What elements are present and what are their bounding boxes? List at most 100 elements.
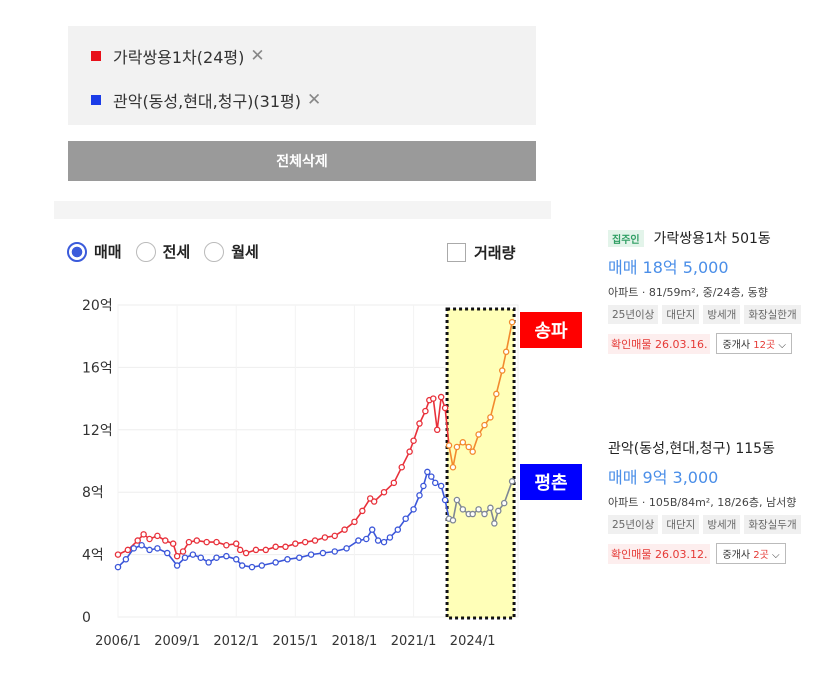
data-point bbox=[469, 448, 476, 455]
data-point bbox=[459, 439, 467, 446]
listing-tag: 25년이상 bbox=[608, 305, 659, 324]
data-point bbox=[495, 507, 502, 515]
data-point bbox=[189, 551, 197, 558]
radio-jeonse[interactable]: 전세 bbox=[135, 241, 191, 262]
close-icon[interactable]: ✕ bbox=[306, 90, 322, 110]
y-tick-label: 16억 bbox=[82, 360, 113, 376]
data-point bbox=[498, 367, 506, 374]
data-point bbox=[173, 552, 181, 560]
data-point bbox=[296, 554, 303, 561]
data-point bbox=[272, 559, 279, 566]
data-point bbox=[154, 545, 161, 552]
data-point bbox=[252, 546, 260, 554]
radio-monthly-rent[interactable]: 월세 bbox=[204, 241, 259, 262]
data-point bbox=[343, 545, 350, 552]
data-point bbox=[213, 538, 220, 546]
agent-prefix: 중개사 bbox=[722, 340, 754, 351]
listing-tag: 방세개 bbox=[703, 305, 741, 324]
data-point bbox=[292, 540, 299, 547]
listing-tags: 25년이상 대단지 방세개 화장실두개 bbox=[608, 515, 805, 534]
x-tick-label: 2006/1 bbox=[95, 634, 141, 649]
data-point bbox=[398, 463, 405, 471]
confirm-row: 확인매물 26.03.16. 중개사 12곳 ⌵ bbox=[608, 333, 805, 354]
data-point bbox=[185, 538, 193, 546]
data-point bbox=[487, 414, 494, 421]
listing-tag: 대단지 bbox=[662, 515, 700, 534]
listing-tag: 화장실한개 bbox=[744, 305, 801, 324]
volume-checkbox[interactable] bbox=[447, 243, 466, 262]
data-point bbox=[114, 563, 122, 571]
data-point bbox=[406, 448, 413, 455]
data-point bbox=[422, 407, 429, 415]
data-point bbox=[433, 426, 441, 434]
agent-count: 12곳 bbox=[753, 340, 776, 351]
agent-dropdown-button[interactable]: 중개사 2곳 ⌵ bbox=[716, 543, 786, 564]
data-point bbox=[491, 520, 498, 527]
radio-label: 전세 bbox=[162, 243, 191, 261]
trade-type-radio-group: 매매 전세 월세 bbox=[67, 241, 273, 262]
data-point bbox=[301, 538, 309, 546]
data-point bbox=[351, 518, 358, 526]
data-point bbox=[355, 537, 362, 544]
listing-spec: 아파트 · 81/59m², 중/24층, 동향 bbox=[608, 286, 768, 299]
data-point bbox=[487, 504, 494, 512]
data-point bbox=[223, 541, 230, 549]
region-label-songpa: 송파 bbox=[520, 312, 582, 348]
listing-card[interactable]: 집주인 가락쌍용1차 501동 매매 18억 5,000 아파트 · 81/59… bbox=[608, 228, 805, 354]
data-point bbox=[380, 538, 388, 546]
radio-label: 월세 bbox=[231, 243, 259, 261]
data-point bbox=[236, 546, 244, 554]
data-point bbox=[370, 498, 378, 505]
data-point bbox=[437, 393, 445, 401]
data-point bbox=[331, 548, 338, 555]
agent-dropdown-button[interactable]: 중개사 12곳 ⌵ bbox=[716, 333, 792, 354]
data-point bbox=[122, 556, 130, 563]
data-point bbox=[173, 562, 181, 569]
data-point bbox=[420, 482, 427, 490]
volume-toggle[interactable]: 거래량 bbox=[447, 242, 515, 263]
listing-tag: 방세개 bbox=[703, 515, 741, 534]
x-tick-label: 2012/1 bbox=[213, 634, 259, 649]
y-tick-label: 4억 bbox=[82, 548, 104, 564]
close-icon[interactable]: ✕ bbox=[250, 46, 265, 66]
data-point bbox=[146, 546, 153, 554]
data-point bbox=[481, 421, 488, 429]
listing-card[interactable]: 관악(동성,현대,청구) 115동 매매 9억 3,000 아파트 · 105B… bbox=[608, 438, 805, 564]
data-point bbox=[284, 556, 291, 563]
data-point bbox=[258, 562, 266, 569]
chevron-down-icon: ⌵ bbox=[775, 340, 786, 351]
data-point bbox=[368, 526, 376, 533]
data-point bbox=[449, 517, 457, 524]
data-point bbox=[424, 468, 431, 476]
data-point bbox=[223, 552, 230, 560]
listing-tag: 화장실두개 bbox=[744, 515, 801, 534]
data-point bbox=[197, 554, 205, 561]
data-point bbox=[205, 559, 212, 566]
data-point bbox=[502, 348, 510, 356]
agent-count: 2곳 bbox=[753, 550, 769, 561]
confirm-badge: 확인매물 26.03.16. bbox=[608, 333, 711, 354]
data-point bbox=[162, 537, 169, 544]
radio-selected-icon[interactable] bbox=[67, 241, 87, 262]
data-point bbox=[508, 318, 516, 326]
data-point bbox=[469, 510, 476, 518]
listing-title: 관악(동성,현대,청구) 115동 bbox=[608, 441, 775, 457]
filter-chip-label: 관악(동성,현대,청구)(31평) bbox=[113, 92, 301, 111]
data-point bbox=[402, 515, 409, 522]
x-tick-label: 2015/1 bbox=[272, 634, 318, 649]
data-point bbox=[445, 442, 453, 449]
data-point bbox=[272, 543, 279, 551]
filter-chip-pyeongchon: 관악(동성,현대,청구)(31평) ✕ bbox=[91, 88, 321, 112]
radio-unselected-icon[interactable] bbox=[204, 241, 225, 262]
region-label-pyeongchon: 평촌 bbox=[520, 464, 582, 500]
data-point bbox=[465, 443, 472, 451]
data-point bbox=[386, 534, 394, 541]
data-point bbox=[169, 540, 177, 547]
data-point bbox=[475, 431, 482, 438]
x-tick-label: 2021/1 bbox=[391, 634, 437, 649]
delete-all-button[interactable]: 전체삭제 bbox=[68, 141, 536, 181]
radio-unselected-icon[interactable] bbox=[135, 241, 156, 262]
divider bbox=[54, 201, 551, 219]
radio-sale[interactable]: 매매 bbox=[67, 241, 122, 262]
data-point bbox=[311, 537, 319, 544]
